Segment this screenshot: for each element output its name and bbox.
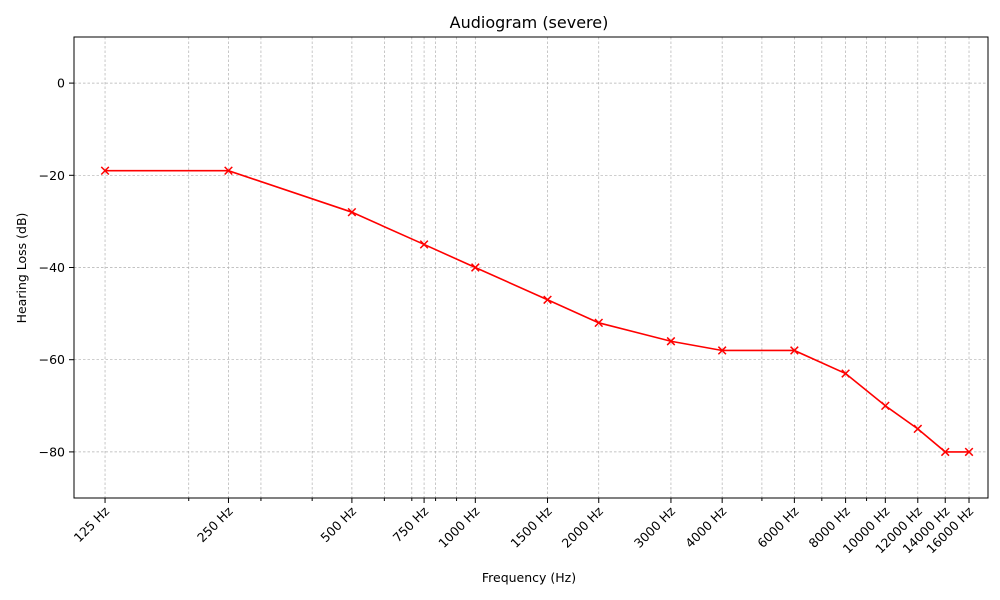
marker-stroke (964, 447, 974, 457)
y-tick-label: −40 (39, 260, 65, 275)
x-tick-label: 125 Hz (71, 503, 113, 545)
data-point-marker (841, 369, 850, 378)
marker-stroke (841, 369, 850, 378)
y-tick-label: 0 (57, 76, 65, 91)
x-axis-label: Frequency (Hz) (482, 570, 576, 585)
chart-title: Audiogram (severe) (450, 13, 609, 32)
marker-stroke (717, 346, 727, 355)
series-layer (100, 166, 974, 457)
y-tick-label: −20 (39, 168, 65, 183)
marker-stroke (419, 240, 429, 249)
data-point-marker (666, 336, 676, 346)
marker-stroke (666, 336, 676, 346)
x-tick-label: 3000 Hz (631, 503, 679, 551)
data-point-marker (470, 263, 480, 272)
data-point-marker (717, 346, 727, 355)
y-tick-label: −80 (39, 444, 65, 459)
x-tick-label: 250 Hz (194, 503, 236, 545)
series-line (105, 169, 970, 453)
y-axis-label: Hearing Loss (dB) (14, 213, 29, 324)
data-point-marker (913, 424, 923, 434)
grid-layer (74, 37, 988, 498)
y-tick-label: −60 (39, 352, 65, 367)
marker-stroke (790, 346, 799, 355)
data-point-marker (790, 346, 799, 355)
marker-stroke (543, 295, 552, 305)
marker-stroke (880, 401, 890, 411)
data-point-marker (347, 207, 357, 217)
x-tick-label: 2000 Hz (559, 503, 607, 551)
data-point-marker (940, 447, 950, 457)
data-point-marker (880, 401, 890, 411)
data-point-marker (100, 166, 110, 176)
marker-stroke (913, 424, 923, 434)
marker-stroke (347, 207, 357, 217)
data-point-marker (594, 318, 604, 328)
marker-stroke (594, 318, 604, 328)
marker-stroke (470, 263, 480, 272)
x-tick-label: 1000 Hz (435, 503, 483, 551)
x-tick-label: 500 Hz (317, 503, 359, 545)
marker-stroke (100, 166, 110, 176)
data-point-marker (964, 447, 974, 457)
marker-stroke (940, 447, 950, 457)
marker-stroke (224, 166, 233, 176)
x-tick-label: 1500 Hz (507, 503, 555, 551)
x-tick-label: 750 Hz (390, 503, 432, 545)
data-point-marker (224, 166, 233, 176)
tick-layer: 125 Hz 250 Hz 500 Hz 750 Hz 1000 Hz 1500 Hz 20… (39, 76, 977, 557)
data-point-marker (419, 240, 429, 249)
data-point-marker (543, 295, 552, 305)
x-tick-label: 4000 Hz (682, 503, 730, 551)
x-tick-label: 6000 Hz (754, 503, 802, 551)
